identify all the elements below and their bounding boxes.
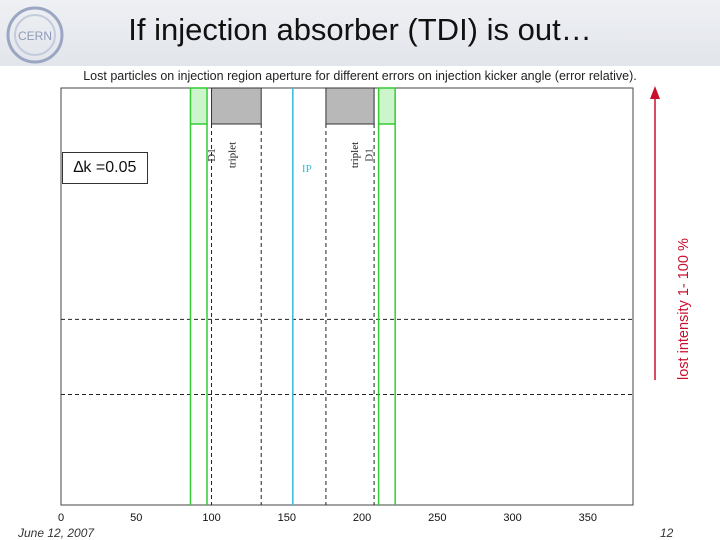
d1-block [189, 87, 208, 125]
d1-label: D1 [364, 148, 376, 161]
x-tick-label: 250 [428, 512, 446, 524]
x-tick-label: 0 [58, 512, 64, 524]
slide-subtitle: Lost particles on injection region apert… [83, 69, 637, 83]
header-band [0, 0, 720, 66]
x-tick-label: 150 [278, 512, 296, 524]
error-value-label: ∆k =0.05 [62, 152, 148, 184]
d1-label: D1 [206, 148, 218, 161]
lost-intensity-label: lost intensity 1- 100 % [676, 238, 692, 380]
svg-text:CERN: CERN [18, 29, 52, 43]
x-tick-label: 50 [130, 512, 142, 524]
page-number: 12 [660, 526, 674, 540]
x-tick-label: 300 [503, 512, 521, 524]
x-tick-label: 100 [202, 512, 220, 524]
x-tick-label: 200 [353, 512, 371, 524]
footer-date: June 12, 2007 [18, 526, 95, 540]
ip-label: IP [302, 163, 312, 175]
intensity-arrow-head-icon [650, 86, 660, 99]
triplet-block [211, 87, 262, 125]
d1-block [377, 87, 396, 125]
cern-logo-icon: CERN [6, 6, 64, 64]
plot-frame [60, 87, 634, 506]
x-tick-label: 350 [579, 512, 597, 524]
triplet-label: triplet [227, 142, 239, 168]
triplet-block [325, 87, 375, 125]
triplet-label: triplet [349, 142, 361, 168]
slide-title: If injection absorber (TDI) is out… [128, 12, 592, 47]
